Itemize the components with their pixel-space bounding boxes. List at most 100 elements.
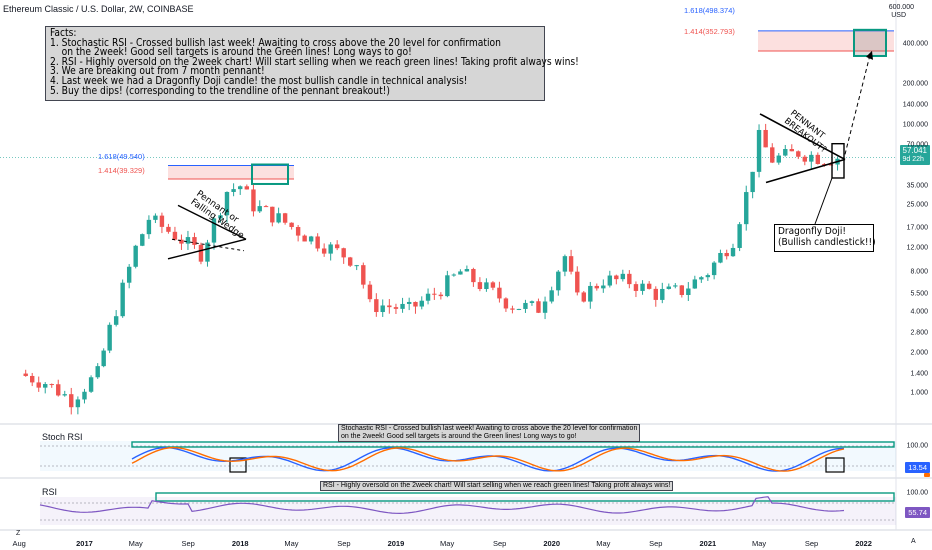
facts-line: Facts: (50, 28, 77, 39)
candle-body (620, 273, 626, 280)
auto-scale-button[interactable]: A (911, 538, 916, 545)
y-tick-label: 5.500 (910, 290, 928, 298)
rsi-level-top: 100.00 (906, 489, 928, 497)
candle-body (179, 239, 184, 244)
candle-body (484, 282, 489, 290)
candle-body (295, 227, 301, 236)
candle-body (568, 256, 574, 272)
candle-body (192, 237, 197, 245)
rsi-value: 55.74 (905, 507, 930, 518)
price-value: 57.041 (902, 146, 927, 155)
callout-pointer (814, 177, 833, 225)
candle-body (497, 287, 502, 299)
callout-line: (Bullish candlestick!!) (778, 237, 876, 248)
candle-body (510, 308, 515, 310)
candle-body (166, 226, 171, 232)
candle-body (425, 293, 431, 301)
candle-body (445, 275, 450, 297)
candle-body (126, 266, 132, 283)
candle-body (627, 273, 632, 285)
candle-body (815, 154, 821, 164)
candle-body (361, 265, 366, 285)
rsi-label[interactable]: RSI (42, 487, 58, 497)
rsi-line (39, 496, 845, 515)
candle-body (244, 186, 250, 190)
x-tick-label: 2017 (76, 539, 93, 548)
x-tick-label: 2022 (855, 539, 872, 548)
breakout-box (831, 142, 845, 179)
stoch-rsi-label[interactable]: Stoch RSI (42, 432, 83, 442)
candle-body (36, 382, 41, 388)
rsi-note[interactable]: RSI - Highly oversold on the 2week chart… (320, 481, 674, 491)
fib-zone-2018 (168, 165, 294, 179)
price-badge: 57.041 9d 22h (899, 145, 930, 165)
y-tick-label: 2.800 (910, 329, 928, 337)
y-tick-label: 25.000 (906, 201, 928, 209)
y-tick-label: 200.000 (902, 80, 928, 88)
candle-body (523, 302, 528, 309)
x-tick-label: Aug (12, 539, 26, 548)
candle-body (43, 384, 48, 388)
candle-body (400, 303, 405, 309)
x-tick-label: May (596, 539, 611, 548)
candle-body (763, 129, 768, 148)
candle-body (406, 301, 412, 304)
candle-body (581, 292, 586, 302)
candle-body (140, 234, 145, 246)
facts-line: 4. Last week we had a Dragonfly Doji can… (50, 75, 468, 87)
pennant-2021-upper (759, 113, 846, 161)
candle-body (231, 189, 236, 192)
candle-body (789, 149, 794, 152)
candle-body (95, 366, 100, 378)
symbol-title[interactable]: Ethereum Classic / U.S. Dollar, 2W, COIN… (3, 4, 194, 14)
candle-body (88, 377, 94, 392)
candle-body (380, 305, 385, 313)
candle-body (660, 288, 665, 300)
candle-body (822, 163, 827, 165)
wedge-lower-line (171, 238, 245, 252)
candle-body (75, 399, 81, 408)
candle-body (153, 215, 158, 220)
candle-body (289, 222, 294, 228)
candle-body (692, 279, 698, 289)
facts-line: 2. RSI - Highly oversold on the 2week ch… (50, 56, 579, 68)
pennant-upper-line (177, 204, 247, 240)
stoch-d-line (131, 446, 845, 472)
facts-box[interactable]: Facts: 1. Stochastic RSI - Crossed bulli… (45, 26, 579, 101)
x-tick-label: 2018 (231, 539, 249, 548)
candle-body (673, 285, 678, 287)
pennant-breakout-label: PENNANTBREAKOUT? (782, 108, 834, 155)
candle-body (120, 282, 125, 317)
x-tick-label: May (440, 539, 455, 548)
dragonfly-doji-callout[interactable]: Dragonfly Doji! (Bullish candlestick!!) (774, 224, 876, 252)
candle-body (185, 237, 191, 244)
candle-body (802, 156, 807, 162)
candle-body (750, 171, 755, 193)
candle-body (159, 215, 165, 227)
candles-layer (23, 123, 840, 415)
candle-body (640, 283, 645, 291)
stoch-rsi-note[interactable]: Stochastic RSI - Crossed bullish last we… (338, 424, 641, 442)
candle-body (23, 373, 28, 376)
candle-body (347, 257, 353, 266)
zoom-reset-icon[interactable]: Z (16, 530, 21, 537)
candle-body (205, 242, 210, 262)
candle-body (724, 252, 729, 257)
candle-body (614, 275, 619, 280)
candle-body (107, 324, 112, 351)
y-tick-label: 1.000 (910, 389, 928, 397)
y-tick-label: 400.000 (902, 40, 928, 48)
candle-body (601, 285, 606, 289)
candle-body (607, 275, 613, 286)
candle-body (770, 147, 775, 163)
candle-body (432, 293, 437, 295)
candle-body (308, 236, 314, 242)
facts-line: 3. We are breaking out from 7 month penn… (50, 66, 265, 78)
fib-label-2022-b: 1.414(352.793) (684, 27, 735, 36)
candle-body (828, 164, 834, 166)
candle-body (666, 286, 671, 289)
y-tick-label: 140.000 (902, 101, 928, 109)
candle-body (354, 265, 359, 267)
x-tick-label: Sep (649, 539, 663, 548)
